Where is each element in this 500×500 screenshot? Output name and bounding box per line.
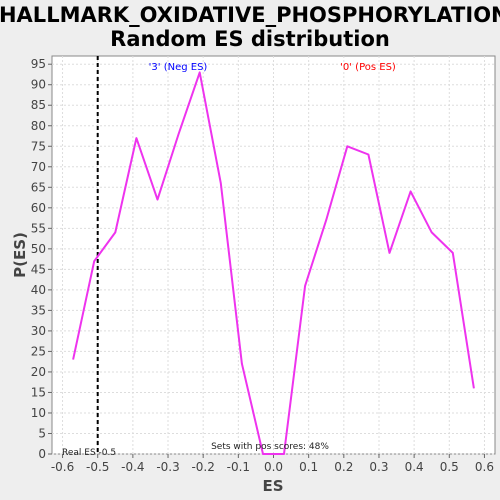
y-tick-label: 70 [31, 160, 46, 174]
sets-pos-scores-label: Sets with pos scores: 48% [211, 442, 329, 452]
x-tick-label: -0.1 [227, 460, 250, 474]
chart-title-line1: HALLMARK_OXIDATIVE_PHOSPHORYLATION: [0, 3, 500, 27]
y-tick-label: 0 [38, 447, 46, 461]
y-axis-ticks: 0 5 10 15 20 25 30 35 40 45 50 55 60 65 70 75 80 85 90 95 [31, 57, 52, 461]
y-tick-label: 35 [31, 303, 46, 317]
y-axis-label: P(ES) [11, 232, 29, 278]
y-tick-label: 40 [31, 283, 46, 297]
y-tick-label: 45 [31, 262, 46, 276]
y-tick-label: 60 [31, 201, 46, 215]
pos-es-label: '0' (Pos ES) [340, 62, 396, 73]
chart-title-line2: Random ES distribution [110, 27, 390, 51]
x-axis-ticks: -0.6 -0.5 -0.4 -0.3 -0.2 -0.1 0.0 0.1 0.2 0.3 0.4 0… [51, 454, 494, 474]
y-tick-label: 20 [31, 365, 46, 379]
y-tick-label: 15 [31, 385, 46, 399]
plot-area [51, 55, 496, 455]
x-tick-label: 0.5 [440, 460, 459, 474]
grid-lines [52, 56, 495, 455]
y-tick-label: 5 [38, 426, 46, 440]
x-tick-label: 0.1 [299, 460, 318, 474]
x-axis-label: ES [262, 477, 283, 495]
x-tick-label: 0.6 [475, 460, 494, 474]
x-tick-label: 0.2 [334, 460, 353, 474]
x-tick-label: 0.0 [264, 460, 283, 474]
x-tick-label: -0.3 [156, 460, 179, 474]
y-tick-label: 80 [31, 119, 46, 133]
x-tick-label: -0.4 [121, 460, 144, 474]
y-tick-label: 90 [31, 78, 46, 92]
series-group [72, 71, 475, 455]
y-tick-label: 95 [31, 57, 46, 71]
y-tick-label: 75 [31, 139, 46, 153]
x-tick-label: 0.3 [369, 460, 388, 474]
y-tick-label: 50 [31, 242, 46, 256]
x-tick-label: 0.4 [405, 460, 424, 474]
neg-es-label: '3' (Neg ES) [149, 62, 208, 73]
x-tick-label: -0.6 [51, 460, 74, 474]
real-es-label: Real ES -0.5 [62, 448, 116, 458]
y-tick-label: 10 [31, 406, 46, 420]
y-tick-label: 55 [31, 221, 46, 235]
y-tick-label: 25 [31, 344, 46, 358]
x-tick-label: -0.5 [86, 460, 109, 474]
y-tick-label: 30 [31, 324, 46, 338]
y-tick-label: 85 [31, 98, 46, 112]
es-distribution-line [72, 71, 475, 455]
y-tick-label: 65 [31, 180, 46, 194]
x-tick-label: -0.2 [191, 460, 214, 474]
